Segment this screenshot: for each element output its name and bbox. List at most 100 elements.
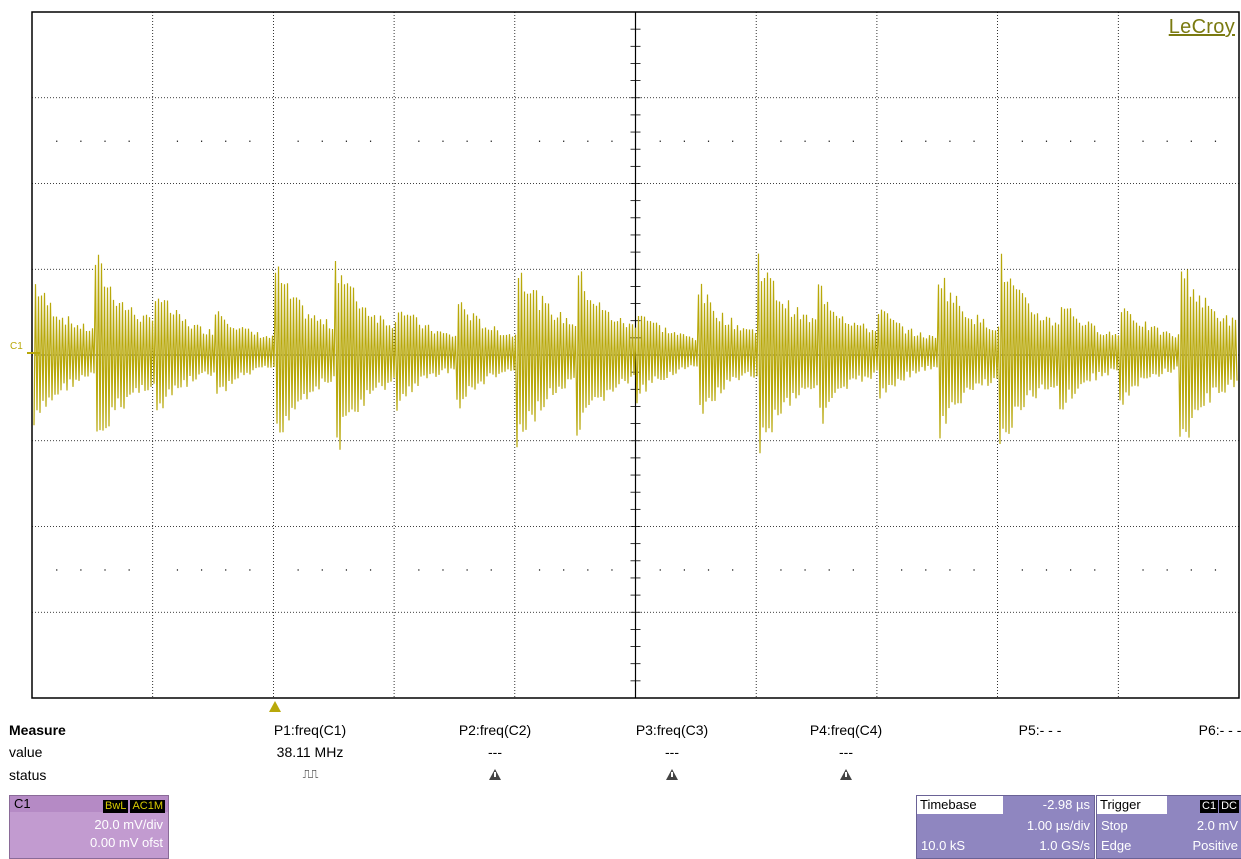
minor-dot [732,140,734,142]
minor-dot [490,140,492,142]
measure-value-row: value 38.11 MHz --- --- --- [0,744,1241,764]
timebase-sample-rate: 1.0 GS/s [1039,838,1090,853]
minor-dot [442,569,444,571]
minor-dot [949,569,951,571]
timebase-panel[interactable]: Timebase -2.98 µs 1.00 µs/div 10.0 kS 1.… [916,795,1095,859]
trigger-source-badge: C1 [1200,800,1219,813]
minor-dot [925,140,927,142]
minor-dot [780,569,782,571]
minor-dot [611,140,613,142]
minor-dot [732,569,734,571]
minor-dot [200,140,203,142]
c1-panel-name: C1 [14,796,31,811]
param-label-p2[interactable]: P2:freq(C2) [458,722,532,738]
c1-ground-marker[interactable]: C1 [10,341,40,354]
minor-dot [538,140,541,142]
minor-dot [1214,140,1217,142]
minor-dot [1045,569,1048,571]
trigger-level: 2.0 mV [1196,818,1238,833]
minor-dot [973,140,975,142]
param-label-p4[interactable]: P4:freq(C4) [809,722,883,738]
minor-dot [707,140,710,142]
param-value-p4: --- [839,744,853,760]
minor-dot [1190,140,1192,142]
trigger-panel[interactable]: Trigger C1 DC Stop 2.0 mV Edge Positive [1096,795,1241,859]
trigger-position-marker[interactable] [269,701,281,712]
trigger-type: Edge [1101,838,1132,853]
minor-dot [852,569,854,571]
status-row-label: status [9,767,47,783]
minor-dot [345,569,348,571]
minor-dot [369,140,372,142]
warning-icon [489,769,501,780]
measure-title: Measure [9,722,66,738]
minor-dot [466,140,468,142]
minor-dot [1045,140,1048,142]
coupling-badge: AC1M [130,800,165,813]
minor-dot [56,140,58,142]
c1-panel-header: C1 BwL AC1M [10,796,168,813]
minor-dot [563,140,565,142]
timebase-samples: 10.0 kS [921,838,966,853]
minor-dot [297,569,299,571]
minor-dot [973,569,975,571]
measure-table: Measure P1:freq(C1) P2:freq(C2) P3:freq(… [0,718,1241,788]
minor-dot [200,569,203,571]
minor-dot [1070,569,1072,571]
param-value-p1: 38.11 MHz [276,744,344,760]
minor-dot [804,569,806,571]
graticule: C1 [10,11,1240,699]
minor-dot [490,569,492,571]
minor-dot [442,140,444,142]
minor-dot [104,569,106,571]
minor-dot [418,140,420,142]
minor-dot [297,140,299,142]
minor-dot [1070,140,1072,142]
minor-dot [418,569,420,571]
trigger-title: Trigger [1097,796,1167,814]
minor-dot [925,569,927,571]
trigger-slope: Positive [1192,838,1238,853]
minor-dot [659,569,661,571]
minor-dot [1166,140,1168,142]
minor-dot [369,569,372,571]
minor-dot [225,140,227,142]
minor-dot [1021,569,1023,571]
pulse-icon: ⎍⎍ [302,767,319,781]
minor-dot [321,140,323,142]
trigger-mode: Stop [1101,818,1128,833]
minor-dot [852,140,854,142]
minor-dot [707,569,710,571]
minor-dot [901,140,903,142]
param-label-p1[interactable]: P1:freq(C1) [273,722,347,738]
minor-dot [128,140,130,142]
c1-channel-panel[interactable]: C1 BwL AC1M 20.0 mV/div 0.00 mV ofst [9,795,169,859]
minor-dot [804,140,806,142]
minor-dot [1094,569,1096,571]
minor-dot [1214,569,1217,571]
c1-waveform-trace [33,253,1238,454]
warning-icon [840,769,852,780]
timebase-delay: -2.98 µs [1042,797,1090,812]
minor-dot [345,140,348,142]
minor-dot [1190,569,1192,571]
minor-dot [587,569,589,571]
minor-dot [828,569,830,571]
c1-vertical-scale: 20.0 mV/div [94,817,163,832]
warning-icon [666,769,678,780]
minor-dot [538,569,541,571]
minor-dot [683,569,685,571]
param-label-p6[interactable]: P6:- - - [1198,722,1241,738]
param-label-p5[interactable]: P5:- - - [1018,722,1062,738]
minor-dot [80,569,82,571]
c1-marker-label: C1 [10,341,23,352]
value-row-label: value [9,744,43,760]
minor-dot [225,569,227,571]
minor-dot [1142,140,1144,142]
minor-dot [176,140,179,142]
minor-dot [104,140,106,142]
minor-dot [949,140,951,142]
bandwidth-limit-badge: BwL [103,800,129,813]
minor-dot [1166,569,1168,571]
param-label-p3[interactable]: P3:freq(C3) [635,722,709,738]
